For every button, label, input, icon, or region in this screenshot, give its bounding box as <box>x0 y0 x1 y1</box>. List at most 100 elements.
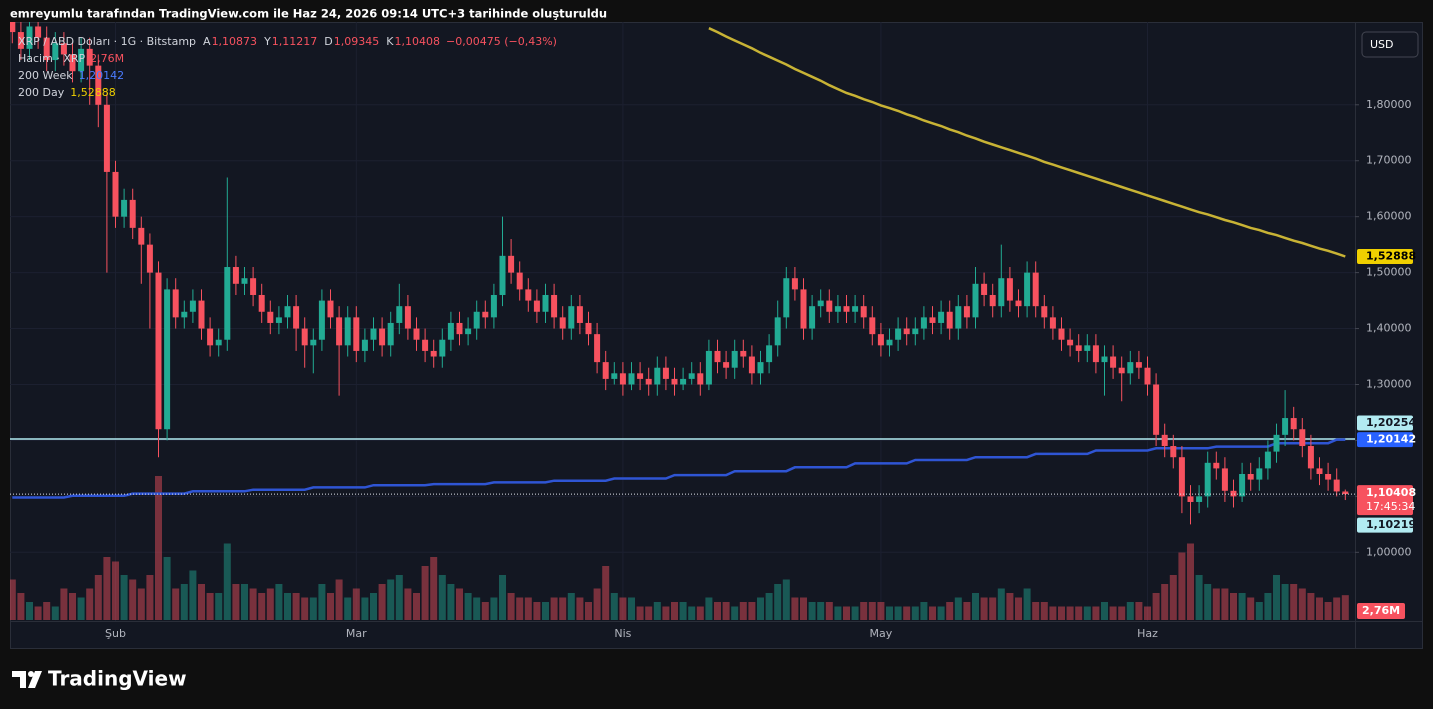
volume-bar <box>94 575 102 620</box>
volume-bar <box>327 593 334 620</box>
volume-bar <box>86 588 94 620</box>
candle-body <box>533 300 540 312</box>
price-badge-label: 1,20254 <box>1366 416 1416 429</box>
volume-bar <box>645 606 653 620</box>
volume-bar <box>223 543 231 620</box>
volume-bar <box>972 593 979 620</box>
candle-body <box>1196 496 1203 502</box>
volume-bar <box>757 597 764 620</box>
candle-body <box>336 317 343 346</box>
volume-bar <box>275 584 283 620</box>
volume-bar <box>1161 584 1169 620</box>
ma-line <box>12 438 1346 499</box>
volume-badge-label: 2,76M <box>1362 604 1400 617</box>
candle-body <box>430 350 437 357</box>
candle-body <box>817 300 824 307</box>
candle-body <box>1118 367 1125 374</box>
volume-bar <box>585 602 592 620</box>
volume-bar <box>1058 606 1065 620</box>
candle-body <box>525 289 532 301</box>
y-tick-label: 1,40000 <box>1366 322 1412 335</box>
volume-bar <box>1195 575 1203 620</box>
volume-bar <box>946 602 954 620</box>
candle-body <box>1299 429 1306 447</box>
candle-body <box>929 317 936 323</box>
logo-shape <box>12 671 26 688</box>
volume-bar <box>619 597 627 620</box>
volume-bar <box>69 593 76 620</box>
candle-body <box>611 373 618 379</box>
candle-body <box>748 356 755 374</box>
volume-bar <box>610 593 618 620</box>
volume-bar <box>421 566 429 620</box>
volume-bar <box>937 606 945 620</box>
volume-bar <box>567 593 575 620</box>
volume-bar <box>868 602 876 620</box>
y-tick-label: 1,60000 <box>1366 210 1412 223</box>
volume-bar <box>1135 602 1143 620</box>
volume-bar <box>1324 602 1332 620</box>
candle-body <box>258 294 265 312</box>
volume-bar <box>43 602 51 620</box>
candle-body <box>1015 300 1022 307</box>
volume-bar <box>1238 593 1246 620</box>
volume-bar <box>1187 543 1194 620</box>
x-tick-label: Haz <box>1137 627 1158 640</box>
volume-bar <box>309 597 317 620</box>
volume-bar <box>722 602 730 620</box>
volume-bar <box>1273 575 1280 620</box>
candle-body <box>1127 362 1134 374</box>
candle-body <box>224 267 231 340</box>
candle-body <box>404 306 411 329</box>
chart-frame <box>10 22 1423 649</box>
candle-body <box>456 322 463 335</box>
candle-body <box>284 306 291 318</box>
volume-bar <box>1118 606 1126 620</box>
plot-area <box>10 22 1355 620</box>
volume-bar <box>1264 593 1272 620</box>
candle-body <box>1256 468 1263 480</box>
candle-body <box>559 317 566 329</box>
candle-body <box>207 328 214 346</box>
volume-bar <box>1006 593 1014 620</box>
candle-body <box>241 278 248 284</box>
volume-bar <box>774 584 782 620</box>
volume-bar <box>1040 602 1048 620</box>
candle-body <box>1041 306 1048 318</box>
volume-bar <box>817 602 825 620</box>
volume-bar <box>843 606 850 620</box>
volume-bar <box>1101 602 1108 620</box>
candle-body <box>740 350 747 357</box>
legend-line: 200 Day 1,52888 <box>18 86 116 99</box>
logo-shape <box>28 671 42 688</box>
volume-bar <box>284 593 291 620</box>
volume-bar <box>241 584 248 620</box>
candle-body <box>1230 490 1237 497</box>
volume-bar <box>378 584 386 620</box>
candle-body <box>52 43 59 61</box>
candle-body <box>103 104 110 172</box>
volume-bar <box>1066 606 1074 620</box>
volume-bar <box>688 606 696 620</box>
volume-bar <box>929 606 936 620</box>
volume-bar <box>112 561 119 620</box>
volume-bar <box>1221 588 1229 620</box>
candle-body <box>697 373 704 385</box>
candle-body <box>1075 345 1082 351</box>
legend-item: A <box>203 35 211 48</box>
price-badge <box>1357 415 1413 431</box>
candle-body <box>688 373 695 379</box>
legend-item: 2,76M <box>90 52 124 65</box>
candle-body <box>1084 345 1091 351</box>
volume-bar <box>1152 593 1160 620</box>
candle-body <box>86 48 93 66</box>
volume-bar <box>1307 593 1315 620</box>
legend-item: XRP / ABD Doları · 1G · Bitstamp <box>18 35 196 48</box>
volume-bar <box>1023 588 1031 620</box>
volume-bar <box>1083 606 1091 620</box>
volume-bar <box>593 588 601 620</box>
candle-body <box>955 306 962 329</box>
volume-bar <box>60 588 68 620</box>
currency-button[interactable] <box>1361 31 1419 58</box>
